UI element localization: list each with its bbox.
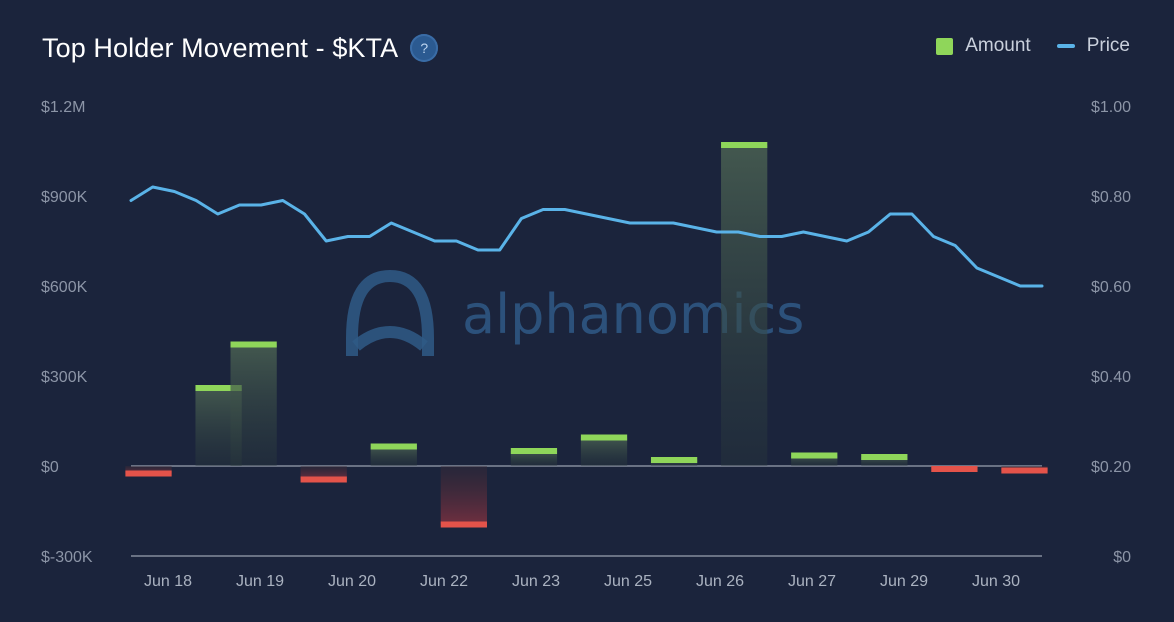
amount-bar-cap [195, 385, 242, 391]
y-right-tick-label: $0.40 [1091, 369, 1131, 386]
y-right-tick-label: $0.20 [1091, 459, 1131, 476]
x-tick-label: Jun 25 [604, 573, 652, 590]
amount-bar-cap [125, 470, 172, 477]
amount-bar-cap [440, 521, 487, 528]
x-tick-label: Jun 30 [972, 573, 1020, 590]
amount-bar-negative[interactable] [440, 466, 487, 525]
price-swatch [1056, 44, 1075, 48]
amount-bar-negative[interactable] [125, 466, 172, 474]
y-right-tick-label: $1.00 [1091, 99, 1131, 116]
amount-bar-cap [791, 452, 838, 459]
chart-header: Top Holder Movement - $KTA ? [42, 30, 439, 66]
amount-bar-positive[interactable] [861, 457, 908, 466]
y-left-tick-label: $0 [41, 459, 59, 476]
amount-swatch [936, 37, 954, 55]
watermark-logo-arch-icon [352, 326, 428, 351]
legend-price-label: Price [1086, 35, 1130, 56]
y-left-tick-label: $1.2M [41, 99, 85, 116]
x-tick-label: Jun 20 [328, 573, 376, 590]
legend-item-amount[interactable]: Amount [936, 35, 1031, 57]
y-left-tick-label: $900K [41, 189, 88, 206]
legend-item-price[interactable]: Price [1056, 35, 1130, 57]
price-line[interactable] [129, 185, 1044, 288]
y-left-tick-label: $-300K [41, 549, 93, 566]
x-tick-label: Jun 26 [696, 573, 744, 590]
y-right-tick-label: $0 [1113, 549, 1131, 566]
y-right-tick-label: $0.80 [1091, 189, 1131, 206]
amount-bar-cap [230, 341, 277, 348]
chart-legend: Amount Price [910, 35, 1130, 57]
amount-bar-cap [1001, 467, 1048, 474]
amount-bar-positive[interactable] [580, 437, 628, 467]
x-tick-label: Jun 18 [144, 573, 192, 590]
amount-bar-cap [861, 454, 908, 460]
x-tick-label: Jun 19 [236, 573, 284, 590]
amount-bar-cap [931, 466, 978, 472]
x-tick-label: Jun 22 [420, 573, 468, 590]
y-right-tick-label: $0.60 [1091, 279, 1131, 296]
watermark-logo-icon [346, 269, 434, 356]
amount-bar-positive[interactable] [230, 344, 277, 467]
amount-bar-positive[interactable] [791, 455, 838, 467]
amount-bar-cap [370, 443, 417, 450]
amount-bar-cap [580, 434, 628, 441]
help-icon[interactable]: ? [410, 34, 439, 62]
x-tick-label: Jun 23 [512, 573, 560, 590]
chart-title: Top Holder Movement - $KTA [42, 32, 399, 63]
y-left-tick-label: $300K [41, 369, 88, 386]
y-left-tick-label: $600K [41, 279, 88, 296]
amount-bar-cap [510, 448, 558, 454]
amount-bar-cap [721, 142, 768, 148]
amount-bar-positive[interactable] [370, 446, 417, 467]
x-tick-label: Jun 29 [880, 573, 928, 590]
amount-bar-cap [650, 457, 698, 463]
amount-bar-cap [300, 476, 347, 483]
amount-bar-positive[interactable] [721, 145, 768, 466]
amount-bar-negative[interactable] [300, 466, 347, 480]
legend-amount-label: Amount [965, 35, 1031, 56]
x-tick-label: Jun 27 [788, 573, 836, 590]
amount-bar-positive[interactable] [510, 451, 558, 466]
